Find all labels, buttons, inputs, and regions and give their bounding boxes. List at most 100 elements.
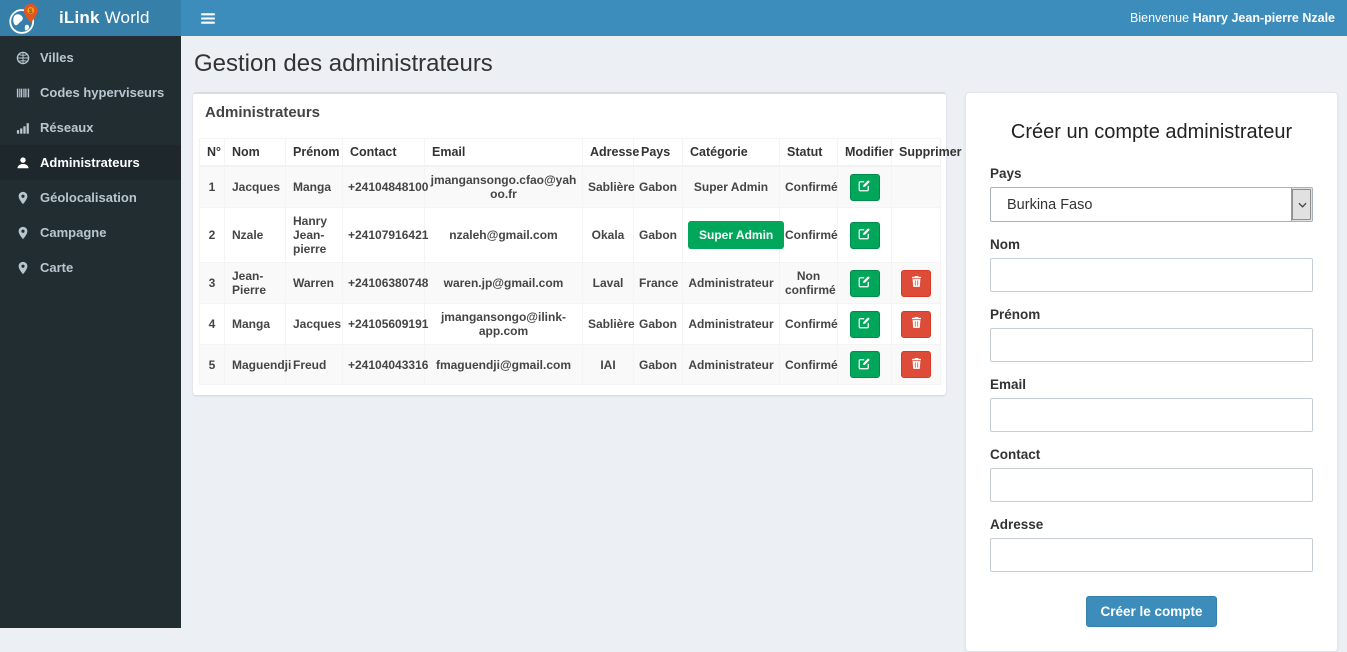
column-header-n: N° [199,138,225,167]
column-header-supprimer: Supprimer [891,138,962,167]
cell-modifier [837,207,892,263]
edit-button[interactable] [849,269,880,297]
sidebar-item-codes-hyperviseurs[interactable]: Codes hyperviseurs [0,75,181,110]
cell-categorie: Super Admin [682,207,785,263]
edit-button[interactable] [849,173,880,201]
sidebar-item-carte[interactable]: Carte [0,250,181,285]
adresse-field[interactable] [990,538,1313,572]
sidebar-item-label: Géolocalisation [40,190,137,205]
sidebar-item-villes[interactable]: Villes [0,40,181,75]
table-row: 3 Jean-Pierre Warren +24106380748 waren.jp@g… [199,262,941,304]
administrators-table: N° Nom Prénom Contact Email Adresse Pays Catégo… [199,138,962,385]
edit-button[interactable] [849,351,880,378]
map-marker-icon [15,225,31,241]
sidebar: Villes Codes hyperviseurs Réseaux Administr… [0,36,181,628]
table-row: 2 Nzale Hanry Jean-pierre +24107916421 nzale… [199,207,941,263]
email-field[interactable] [990,398,1313,432]
cell-prenom: Freud [285,344,343,385]
globe-pin-logo-icon: $ [7,2,43,36]
cell-adresse: IAI [582,344,634,385]
cell-nom: Jacques [224,165,286,208]
column-header-pays: Pays [633,138,683,167]
pays-select[interactable]: Burkina Faso [990,187,1313,222]
delete-button[interactable] [901,310,931,338]
column-header-email: Email [424,138,583,167]
cell-statut: Confirmé [779,303,838,345]
cell-pays: Gabon [633,207,683,263]
sidebar-menu: Villes Codes hyperviseurs Réseaux Administr… [0,40,181,285]
column-header-adresse: Adresse [582,138,639,167]
sidebar-item-label: Codes hyperviseurs [40,85,165,100]
form-submit-row: Créer le compte [990,596,1313,627]
edit-icon [858,275,871,291]
sidebar-item-label: Campagne [40,225,107,240]
cell-email: nzaleh@gmail.com [424,207,583,263]
sidebar-item-label: Carte [40,260,74,275]
cell-adresse: Sablière [582,303,635,345]
cell-supprimer [891,344,941,385]
cell-prenom: Hanry Jean-pierre [285,207,343,263]
barcode-icon [15,85,31,101]
current-user-name: Hanry Jean-pierre Nzale [1192,11,1335,25]
nom-field[interactable] [990,258,1313,292]
sidebar-item-label: Villes [40,50,74,65]
chevron-down-icon[interactable] [1291,188,1312,221]
cell-email: fmaguendji@gmail.com [424,344,583,385]
row-number: 1 [199,165,225,208]
sidebar-item-campagne[interactable]: Campagne [0,215,181,250]
map-marker-icon [15,190,31,206]
row-number: 4 [199,303,225,345]
cell-categorie: Administrateur [682,303,780,345]
cell-modifier [837,165,892,208]
cell-pays: Gabon [633,344,683,385]
field-label-contact: Contact [990,447,1041,462]
form-fields: Pays Burkina Faso Nom Prénom Email Contact Adr… [990,166,1313,572]
signal-icon [15,120,31,136]
contact-field[interactable] [990,468,1313,502]
brand-title-rest: World [99,8,150,27]
form-title: Créer un compte administrateur [1010,121,1293,143]
cell-modifier [837,262,892,304]
field-label-prenom: Prénom [990,307,1041,322]
brand-title: iLink World [59,8,150,28]
delete-button[interactable] [901,269,931,297]
brand[interactable]: $ iLink World [0,0,181,36]
cell-prenom: Manga [285,165,343,208]
cell-supprimer [891,207,941,263]
cell-categorie: Administrateur [682,262,780,304]
edit-icon [858,357,871,373]
sidebar-item-label: Administrateurs [40,155,140,170]
sidebar-item-reseaux[interactable]: Réseaux [0,110,181,145]
sidebar-toggle-icon[interactable] [193,0,223,36]
field-label-pays: Pays [990,166,1022,181]
edit-icon [858,227,871,243]
column-header-statut: Statut [779,138,838,167]
sidebar-item-label: Réseaux [40,120,94,135]
welcome-prefix: Bienvenue [1130,11,1193,25]
sidebar-item-geolocalisation[interactable]: Géolocalisation [0,180,181,215]
cell-pays: Gabon [633,303,683,345]
edit-icon [858,179,871,195]
prenom-field[interactable] [990,328,1313,362]
navbar-main: Bienvenue Hanry Jean-pierre Nzale [181,0,1347,36]
svg-text:$: $ [29,7,33,14]
cell-contact: +24104043316 [342,344,428,385]
brand-title-bold: iLink [59,8,100,27]
edit-button[interactable] [849,221,880,249]
cell-adresse: Okala [582,207,634,263]
sidebar-item-administrateurs[interactable]: Administrateurs [0,145,181,180]
edit-button[interactable] [849,310,880,338]
cell-categorie: Administrateur [682,344,780,385]
globe-icon [15,50,31,66]
row-number: 2 [199,207,225,263]
cell-statut: Confirmé [779,207,838,263]
cell-adresse: Laval [582,262,634,304]
delete-button[interactable] [901,351,931,378]
create-account-button[interactable]: Créer le compte [1086,596,1217,627]
field-label-email: Email [990,377,1027,392]
categorie-badge[interactable]: Super Admin [688,221,785,249]
cell-prenom: Warren [285,262,343,304]
column-header-contact: Contact [342,138,425,167]
cell-contact: +24106380748 [342,262,428,304]
